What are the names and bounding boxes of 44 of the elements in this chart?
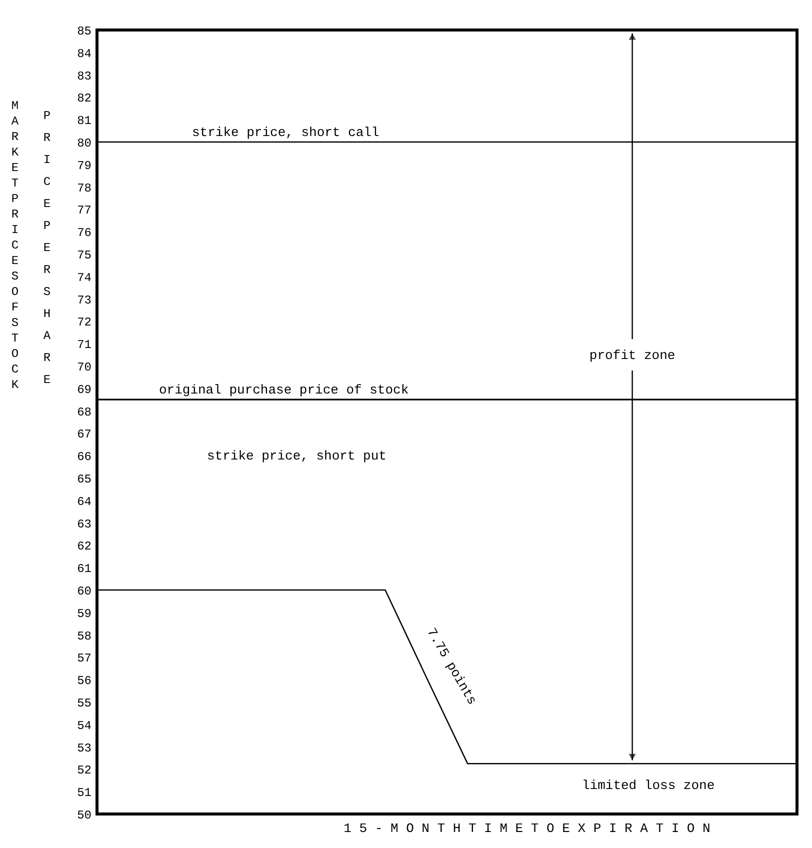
y-tick-label: 51 <box>77 786 92 800</box>
y-tick-label: 50 <box>77 808 92 822</box>
y-tick-label: 69 <box>77 382 92 397</box>
text: MARKET PRICES OF STOCK <box>11 99 19 392</box>
y-tick-label: 79 <box>77 158 92 173</box>
ref-line-label: strike price, short call <box>192 125 380 140</box>
y-tick-label: 78 <box>77 181 92 196</box>
y-tick-label: 77 <box>77 204 92 218</box>
y-tick-label: 67 <box>77 428 92 442</box>
y-tick-label: 85 <box>77 24 92 38</box>
y-tick-label: 84 <box>77 46 92 61</box>
y-tick-label: 55 <box>77 696 92 710</box>
text: PRICE PER SHARE <box>43 109 51 387</box>
annotation: strike price, short put <box>207 448 386 464</box>
y-tick-label: 64 <box>77 494 92 509</box>
y-tick-label: 61 <box>77 562 92 576</box>
y-tick-label: 57 <box>77 652 92 666</box>
y-tick-label: 54 <box>77 718 92 733</box>
x-axis-title: 1 5 - M O N T H T I M E T O E X P I R A T I O N <box>344 821 710 836</box>
annotation: limited loss zone <box>582 778 715 793</box>
y-tick-label: 75 <box>77 248 92 262</box>
y-tick-label: 63 <box>77 517 92 532</box>
y-tick-label: 70 <box>77 360 92 374</box>
y-tick-label: 56 <box>77 674 92 688</box>
y-tick-label: 60 <box>77 584 92 598</box>
y-tick-label: 52 <box>77 764 92 778</box>
ref-line-label: original purchase price of stock <box>159 382 409 398</box>
y-tick-label: 76 <box>77 226 92 240</box>
y-tick-label: 68 <box>77 405 92 420</box>
y-tick-label: 82 <box>77 92 92 106</box>
y-tick-label: 58 <box>77 629 92 644</box>
y-tick-label: 73 <box>77 293 92 308</box>
y-tick-label: 81 <box>77 114 92 128</box>
y-tick-label: 65 <box>77 472 92 486</box>
y-tick-label: 71 <box>77 338 92 352</box>
y-tick-label: 83 <box>77 69 92 84</box>
annotation: profit zone <box>589 348 676 363</box>
y-tick-label: 59 <box>77 606 92 621</box>
y-tick-label: 53 <box>77 741 92 756</box>
y-tick-label: 80 <box>77 136 92 150</box>
y-tick-label: 62 <box>77 540 92 554</box>
y-tick-label: 74 <box>77 270 92 285</box>
y-tick-label: 72 <box>77 316 92 330</box>
y-tick-label: 66 <box>77 450 92 464</box>
